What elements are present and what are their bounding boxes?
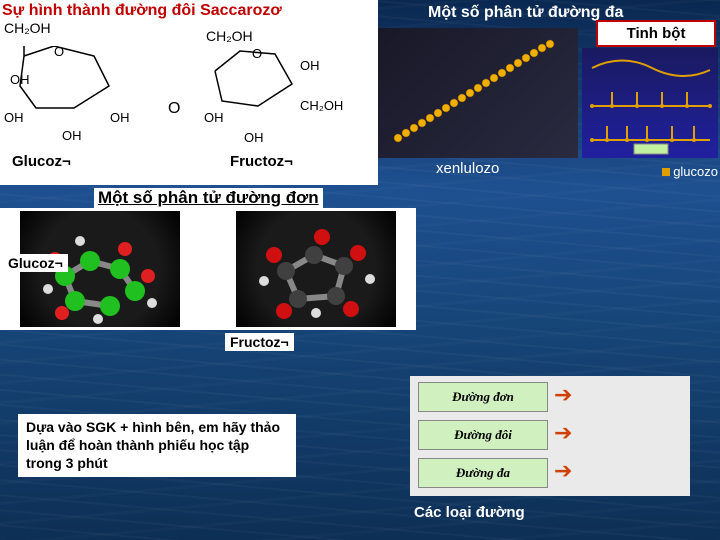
monosaccharide-title: Một số phân tử đường đơn (94, 188, 323, 208)
glucozo-legend: glucozo (662, 164, 718, 179)
glucose-label: Glucoz¬ (6, 152, 77, 171)
cellulose-image (378, 28, 578, 158)
glucose-3d-label: Glucoz¬ (3, 254, 68, 272)
starch-image (582, 48, 718, 158)
oh-5: OH (300, 58, 320, 73)
fructose-label: Fructoz¬ (224, 152, 299, 171)
type-row-double: Đường đôi (418, 420, 548, 450)
instruction-box: Dựa vào SGK + hình bên, em hãy thảo luận… (18, 414, 296, 477)
ch2oh-right: CH₂OH (206, 28, 253, 44)
fructose-3d-label: Fructoz¬ (225, 333, 294, 351)
arrow-3: ➔ (554, 458, 572, 484)
oh-1: OH (10, 72, 30, 87)
saccharose-title: Sự hình thành đường đôi Saccarozơ (2, 2, 282, 20)
title-part1: Sự hình thành đường đôi Saccarozơ (2, 2, 282, 19)
sugar-types-panel: Đường đơn ➔ Đường đôi ➔ Đường đa ➔ (410, 376, 690, 496)
poly-title: Một số phân tử đường đa (428, 4, 623, 22)
starch-button[interactable]: Tinh bột (596, 20, 716, 47)
oh-3: OH (62, 128, 82, 143)
ring-o-1: O (54, 44, 64, 59)
ring-o-2: O (252, 46, 262, 61)
cellulose-label: xenlulozo (436, 160, 499, 177)
type-row-single: Đường đơn (418, 382, 548, 412)
glycosidic-o: O (168, 100, 180, 118)
ch2oh-left: CH₂OH (4, 20, 51, 36)
oh-2: OH (4, 110, 24, 125)
sugar-types-label: Các loại đường (414, 504, 525, 521)
cellulose-chain (384, 38, 572, 148)
starch-diagram (582, 48, 718, 158)
oh-6: OH (204, 110, 224, 125)
legend-text: glucozo (673, 164, 718, 179)
fructose-3d (236, 211, 396, 327)
oh-4: OH (110, 110, 130, 125)
type-row-poly: Đường đa (418, 458, 548, 488)
saccharose-panel: Sự hình thành đường đôi Saccarozơ CH₂OH … (0, 0, 378, 185)
arrow-2: ➔ (554, 420, 572, 446)
oh-7: OH (244, 130, 264, 145)
legend-swatch (662, 168, 670, 176)
arrow-1: ➔ (554, 382, 572, 408)
ch2oh-3: CH₂OH (300, 98, 343, 113)
polysaccharide-panel: Một số phân tử đường đa Tinh bột (378, 0, 720, 185)
